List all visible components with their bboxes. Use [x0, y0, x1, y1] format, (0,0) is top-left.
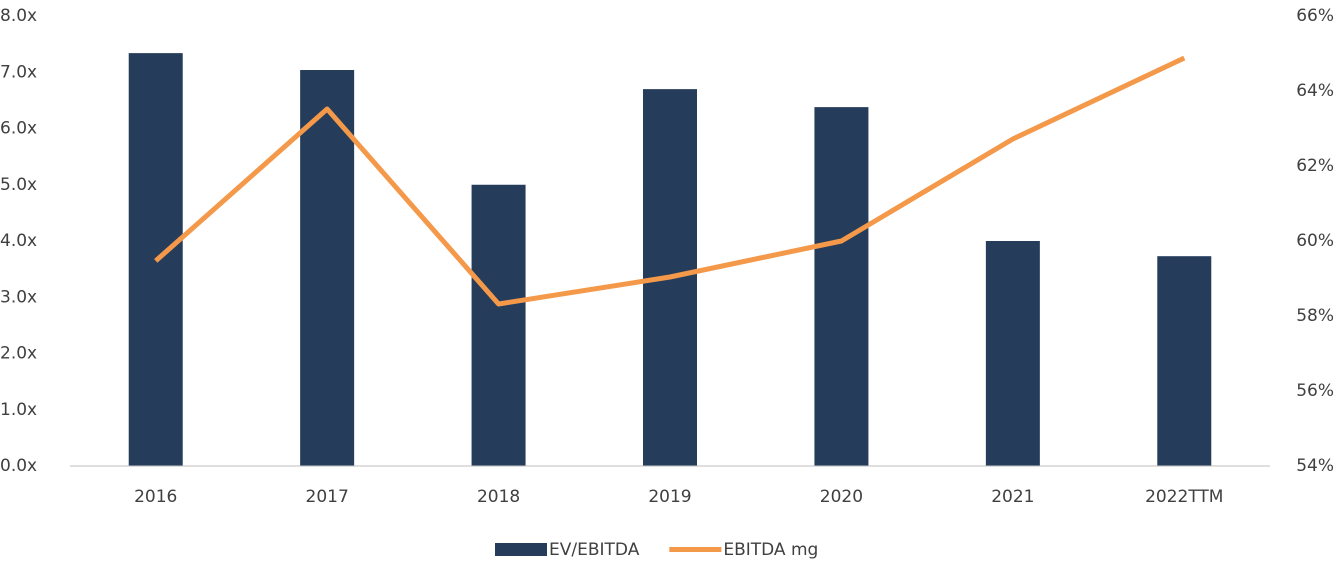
y-tick-label: 6.0x: [0, 119, 37, 139]
bar: [471, 184, 526, 466]
y2-tick-label: 58%: [1296, 306, 1334, 326]
y-tick-label: 0.0x: [0, 456, 37, 476]
y2-tick-label: 54%: [1296, 456, 1334, 476]
x-tick-label: 2017: [306, 487, 349, 507]
legend-label: EBITDA mg: [723, 540, 818, 560]
bar: [1157, 256, 1212, 466]
x-tick-label: 2018: [477, 487, 520, 507]
x-tick-label: 2019: [648, 487, 691, 507]
bar: [985, 241, 1040, 466]
bar: [814, 107, 869, 466]
y-tick-label: 1.0x: [0, 400, 37, 420]
bar: [300, 70, 355, 466]
y-tick-label: 8.0x: [0, 6, 37, 26]
legend-label: EV/EBITDA: [549, 540, 640, 560]
x-tick-label: 2016: [134, 487, 177, 507]
y2-tick-label: 60%: [1296, 231, 1334, 251]
line: [154, 55, 1186, 307]
y-tick-label: 4.0x: [0, 231, 37, 251]
y-tick-label: 3.0x: [0, 287, 37, 307]
y-tick-label: 5.0x: [0, 175, 37, 195]
y2-tick-label: 62%: [1296, 156, 1334, 176]
y-tick-label: 2.0x: [0, 344, 37, 364]
legend-swatch: [495, 543, 547, 556]
x-tick-label: 2021: [991, 487, 1034, 507]
y2-tick-label: 56%: [1296, 381, 1334, 401]
y2-tick-label: 64%: [1296, 81, 1334, 101]
x-tick-label: 2022TTM: [1145, 487, 1223, 507]
y2-tick-label: 66%: [1296, 6, 1334, 26]
y-tick-label: 7.0x: [0, 62, 37, 82]
x-tick-label: 2020: [820, 487, 863, 507]
